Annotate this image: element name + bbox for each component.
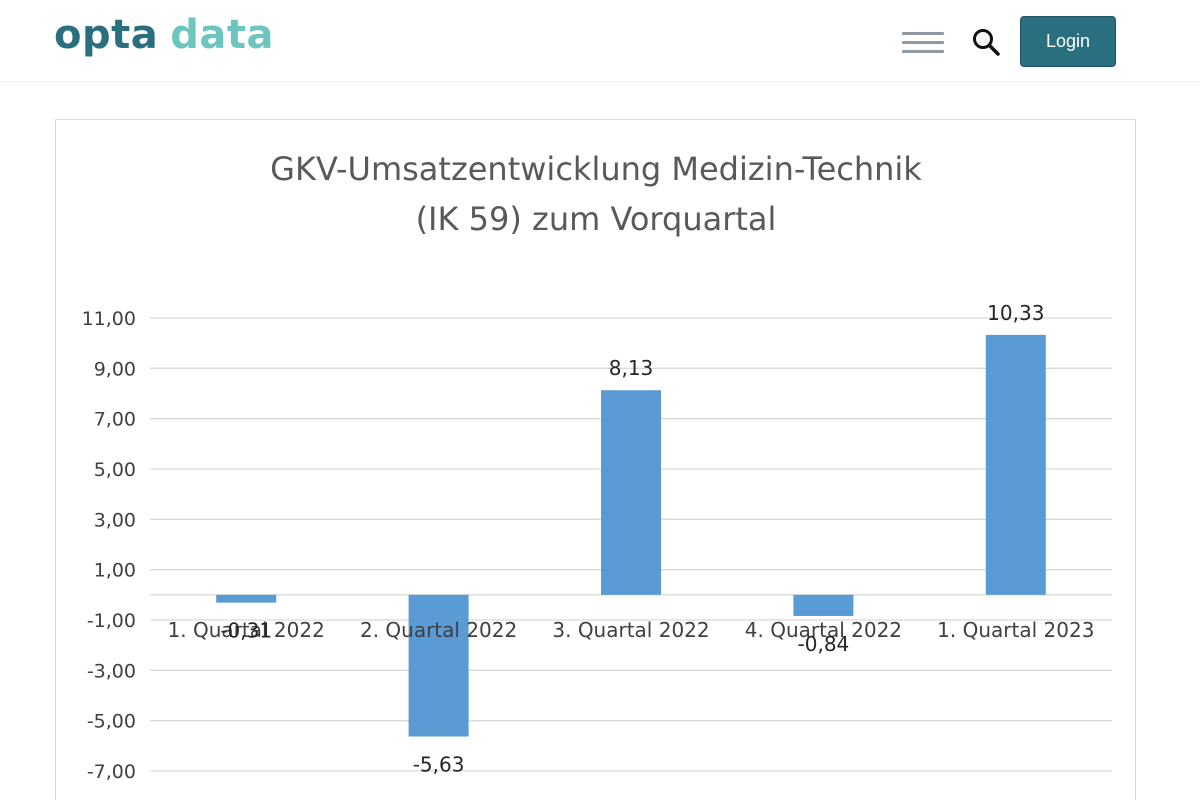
x-category-label-4: 4. Quartal 2022 — [745, 618, 902, 642]
chart-title: GKV-Umsatzentwicklung Medizin-Technik (IK… — [270, 150, 922, 238]
y-tick-label: -3,00 — [87, 660, 136, 682]
bar-5 — [985, 334, 1046, 595]
bar-1 — [216, 594, 277, 603]
y-tick-label: 9,00 — [94, 358, 136, 380]
data-label-5: 10,33 — [987, 301, 1044, 325]
site-header: opta data Login — [0, 0, 1200, 82]
y-tick-label: 7,00 — [94, 409, 136, 431]
search-icon-graphic — [973, 29, 1000, 56]
revenue-bar-chart: GKV-Umsatzentwicklung Medizin-Technik (IK… — [82, 150, 1112, 783]
x-category-label-3: 3. Quartal 2022 — [552, 618, 709, 642]
chart-container: GKV-Umsatzentwicklung Medizin-Technik (IK… — [55, 119, 1136, 800]
opta-data-logo[interactable]: opta data — [54, 12, 274, 58]
y-tick-label: 3,00 — [94, 509, 136, 531]
menu-line — [902, 32, 944, 35]
bar-2 — [408, 594, 469, 737]
bar-3 — [601, 390, 661, 595]
chart-title-line-1: GKV-Umsatzentwicklung Medizin-Technik — [270, 150, 922, 188]
menu-line — [902, 41, 944, 44]
x-category-label-2: 2. Quartal 2022 — [360, 618, 517, 642]
logo-word-opta: opta — [54, 12, 159, 58]
bar-4 — [793, 594, 854, 616]
x-category-label-5: 1. Quartal 2023 — [937, 618, 1094, 642]
data-label-3: 8,13 — [609, 356, 654, 380]
logo-word-data: data — [170, 12, 274, 58]
grid-lines — [150, 317, 1112, 772]
chart-title-line-2: (IK 59) zum Vorquartal — [416, 200, 777, 238]
data-label-1: -0,31 — [220, 619, 272, 643]
y-tick-label: -1,00 — [87, 610, 136, 632]
y-tick-label: 5,00 — [94, 459, 136, 481]
y-tick-label: 1,00 — [94, 560, 136, 582]
x-axis-category-labels: 1. Quartal 2022 2. Quartal 2022 3. Quartal… — [168, 618, 1095, 642]
data-labels: -0,31 -5,63 8,13 -0,84 10,33 — [220, 301, 1044, 777]
menu-line — [902, 50, 944, 53]
bars — [216, 334, 1046, 737]
data-label-4: -0,84 — [798, 632, 850, 656]
search-icon[interactable] — [970, 26, 1002, 58]
data-label-2: -5,63 — [413, 753, 465, 777]
y-tick-label: -5,00 — [87, 711, 136, 733]
y-tick-label: -7,00 — [87, 761, 136, 783]
x-category-label-1: 1. Quartal 2022 — [168, 618, 325, 642]
y-axis-tick-labels: 11,00 9,00 7,00 5,00 3,00 1,00 -1,00 -3,00 -5,00… — [82, 308, 136, 783]
hamburger-menu-icon[interactable] — [902, 29, 944, 57]
login-button[interactable]: Login — [1020, 16, 1116, 67]
y-tick-label: 11,00 — [82, 308, 136, 330]
